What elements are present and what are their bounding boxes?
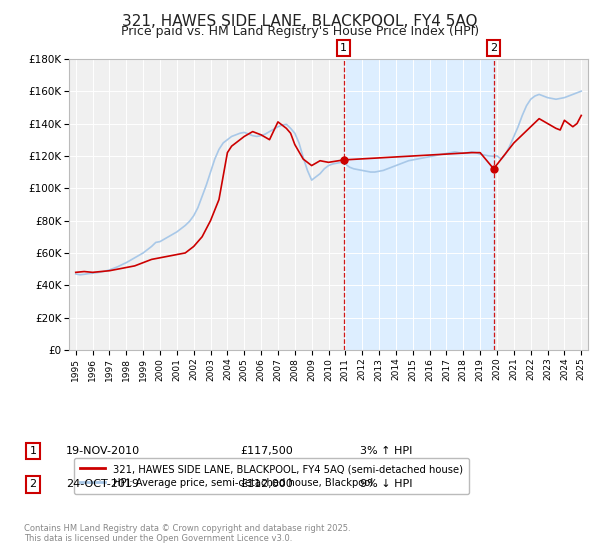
Text: 321, HAWES SIDE LANE, BLACKPOOL, FY4 5AQ: 321, HAWES SIDE LANE, BLACKPOOL, FY4 5AQ: [122, 14, 478, 29]
Text: 2: 2: [29, 479, 37, 489]
Text: 2: 2: [490, 43, 497, 53]
Text: £117,500: £117,500: [240, 446, 293, 456]
Text: 1: 1: [340, 43, 347, 53]
Text: 3% ↑ HPI: 3% ↑ HPI: [360, 446, 412, 456]
Text: 1: 1: [29, 446, 37, 456]
Bar: [344, 59, 494, 350]
Text: £112,000: £112,000: [240, 479, 293, 489]
Text: Price paid vs. HM Land Registry's House Price Index (HPI): Price paid vs. HM Land Registry's House …: [121, 25, 479, 38]
Text: 9% ↓ HPI: 9% ↓ HPI: [360, 479, 413, 489]
Text: Contains HM Land Registry data © Crown copyright and database right 2025.
This d: Contains HM Land Registry data © Crown c…: [24, 524, 350, 543]
Legend: 321, HAWES SIDE LANE, BLACKPOOL, FY4 5AQ (semi-detached house), HPI: Average pri: 321, HAWES SIDE LANE, BLACKPOOL, FY4 5AQ…: [74, 459, 469, 494]
Text: 24-OCT-2019: 24-OCT-2019: [66, 479, 139, 489]
Text: 19-NOV-2010: 19-NOV-2010: [66, 446, 140, 456]
